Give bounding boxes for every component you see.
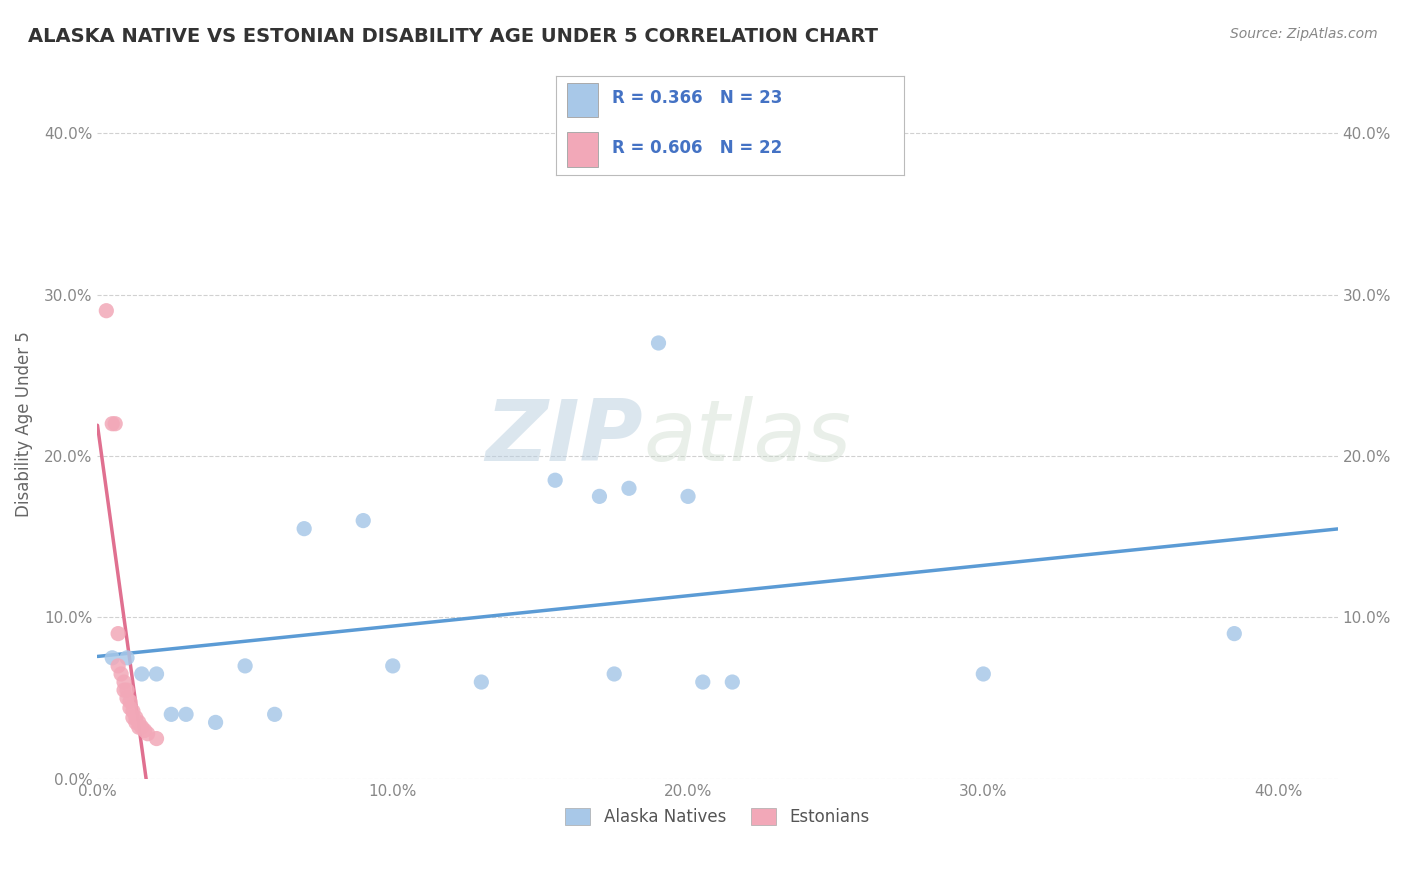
Point <box>292 522 315 536</box>
Point <box>263 707 285 722</box>
Point <box>101 417 124 431</box>
Point <box>110 667 132 681</box>
Point <box>692 675 714 690</box>
Point <box>381 659 404 673</box>
Point <box>125 710 148 724</box>
Point <box>122 710 145 724</box>
Y-axis label: Disability Age Under 5: Disability Age Under 5 <box>15 331 32 516</box>
Point <box>617 481 640 495</box>
Point <box>647 336 669 351</box>
Point <box>204 715 226 730</box>
Point <box>107 659 129 673</box>
Point <box>544 473 567 487</box>
Point <box>115 650 138 665</box>
Point <box>233 659 256 673</box>
Point <box>104 417 127 431</box>
Point <box>118 701 141 715</box>
Point <box>721 675 744 690</box>
Point <box>115 691 138 706</box>
Point <box>470 675 492 690</box>
Text: ZIP: ZIP <box>485 396 643 479</box>
Text: atlas: atlas <box>643 396 851 479</box>
Point <box>972 667 994 681</box>
Point <box>174 707 197 722</box>
Point <box>134 723 156 738</box>
Legend: Alaska Natives, Estonians: Alaska Natives, Estonians <box>557 800 877 835</box>
Point <box>145 667 167 681</box>
Point <box>125 715 148 730</box>
Point <box>128 715 150 730</box>
Point <box>136 727 159 741</box>
Point <box>115 683 138 698</box>
Point <box>131 720 153 734</box>
Point <box>112 675 135 690</box>
Text: ALASKA NATIVE VS ESTONIAN DISABILITY AGE UNDER 5 CORRELATION CHART: ALASKA NATIVE VS ESTONIAN DISABILITY AGE… <box>28 27 879 45</box>
Point <box>118 694 141 708</box>
Point <box>96 303 118 318</box>
Point <box>107 626 129 640</box>
Point <box>112 683 135 698</box>
Point <box>676 489 699 503</box>
Point <box>128 720 150 734</box>
Point <box>1223 626 1246 640</box>
Point <box>588 489 610 503</box>
Text: Source: ZipAtlas.com: Source: ZipAtlas.com <box>1230 27 1378 41</box>
Point <box>145 731 167 746</box>
Point <box>131 667 153 681</box>
Point <box>603 667 626 681</box>
Point <box>352 514 374 528</box>
Point <box>101 650 124 665</box>
Point <box>122 704 145 718</box>
Point <box>160 707 183 722</box>
